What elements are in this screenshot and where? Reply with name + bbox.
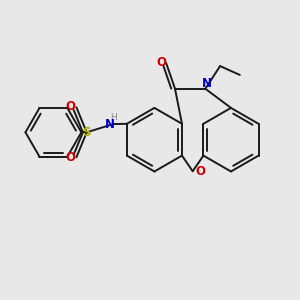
Text: S: S (82, 126, 91, 139)
Text: O: O (156, 56, 166, 69)
Text: N: N (202, 77, 212, 90)
Text: O: O (65, 100, 75, 113)
Text: N: N (105, 118, 115, 130)
Text: O: O (65, 152, 75, 164)
Text: O: O (195, 165, 205, 178)
Text: H: H (110, 113, 117, 122)
